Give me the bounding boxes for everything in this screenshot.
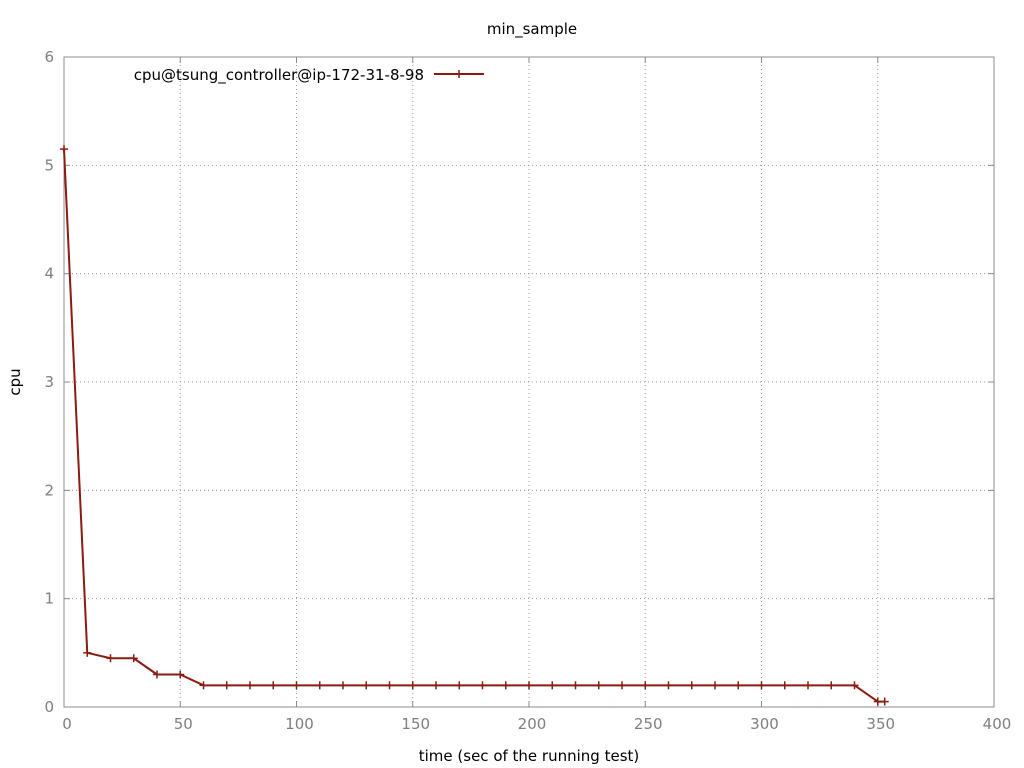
data-point xyxy=(571,681,580,690)
data-point xyxy=(106,654,115,663)
legend: cpu@tsung_controller@ip-172-31-8-98 xyxy=(134,66,484,85)
x-tick-label: 100 xyxy=(285,715,314,733)
data-point xyxy=(501,681,510,690)
legend-marker-plus xyxy=(455,70,463,78)
y-tick-label: 3 xyxy=(44,373,54,391)
data-point xyxy=(432,681,440,690)
data-point xyxy=(525,681,533,690)
data-point xyxy=(618,681,626,690)
data-point xyxy=(827,681,836,690)
y-tick-label: 4 xyxy=(44,265,54,283)
data-point xyxy=(60,145,68,154)
legend-entry-label: cpu@tsung_controller@ip-172-31-8-98 xyxy=(134,66,424,85)
legend-entry-marker xyxy=(455,70,463,78)
y-tick-label: 5 xyxy=(44,156,54,174)
data-point xyxy=(780,681,789,690)
y-tick-label: 1 xyxy=(44,590,54,608)
x-tick-label: 400 xyxy=(983,715,1012,733)
data-point xyxy=(804,681,812,690)
data-point xyxy=(757,681,766,690)
data-point xyxy=(362,681,371,690)
x-axis-label: time (sec of the running test) xyxy=(419,747,640,765)
series-layer xyxy=(60,145,889,706)
y-axis-label: cpu xyxy=(6,368,24,395)
x-tick-label: 300 xyxy=(750,715,779,733)
data-point xyxy=(478,681,487,690)
data-point xyxy=(734,681,743,690)
data-point xyxy=(687,681,696,690)
x-tick-labels: 0 50 100 150 200 250 300 350 400 xyxy=(62,715,1011,733)
grid-lines xyxy=(64,57,994,707)
data-point xyxy=(129,654,138,663)
data-point xyxy=(850,681,859,690)
data-point xyxy=(83,648,92,657)
data-point xyxy=(594,681,603,690)
x-tick-label: 50 xyxy=(174,715,193,733)
data-point xyxy=(269,681,278,690)
y-tick-labels: 0 1 2 3 4 5 6 xyxy=(44,48,54,716)
data-point xyxy=(199,681,208,690)
data-point xyxy=(339,681,347,690)
chart-title: min_sample xyxy=(487,20,577,39)
data-point xyxy=(641,681,650,690)
x-tick-label: 150 xyxy=(401,715,430,733)
data-point xyxy=(153,670,161,679)
x-tick-label: 200 xyxy=(518,715,547,733)
y-tick-label: 2 xyxy=(44,481,54,499)
plot-frame xyxy=(63,56,995,708)
data-point xyxy=(455,681,464,690)
data-point xyxy=(222,681,231,690)
data-point xyxy=(548,681,557,690)
data-point xyxy=(292,681,301,690)
data-point xyxy=(315,681,324,690)
y-tick-label: 6 xyxy=(44,48,54,66)
x-tick-label: 0 xyxy=(62,715,72,733)
x-tick-label: 250 xyxy=(634,715,663,733)
data-point xyxy=(176,670,185,679)
data-point xyxy=(408,681,417,690)
data-point xyxy=(664,681,673,690)
data-point xyxy=(880,697,889,706)
data-point xyxy=(873,697,882,706)
y-tick-label: 0 xyxy=(44,698,54,716)
data-point xyxy=(711,681,719,690)
data-point xyxy=(385,681,394,690)
x-tick-label: 350 xyxy=(866,715,895,733)
data-point xyxy=(246,681,254,690)
